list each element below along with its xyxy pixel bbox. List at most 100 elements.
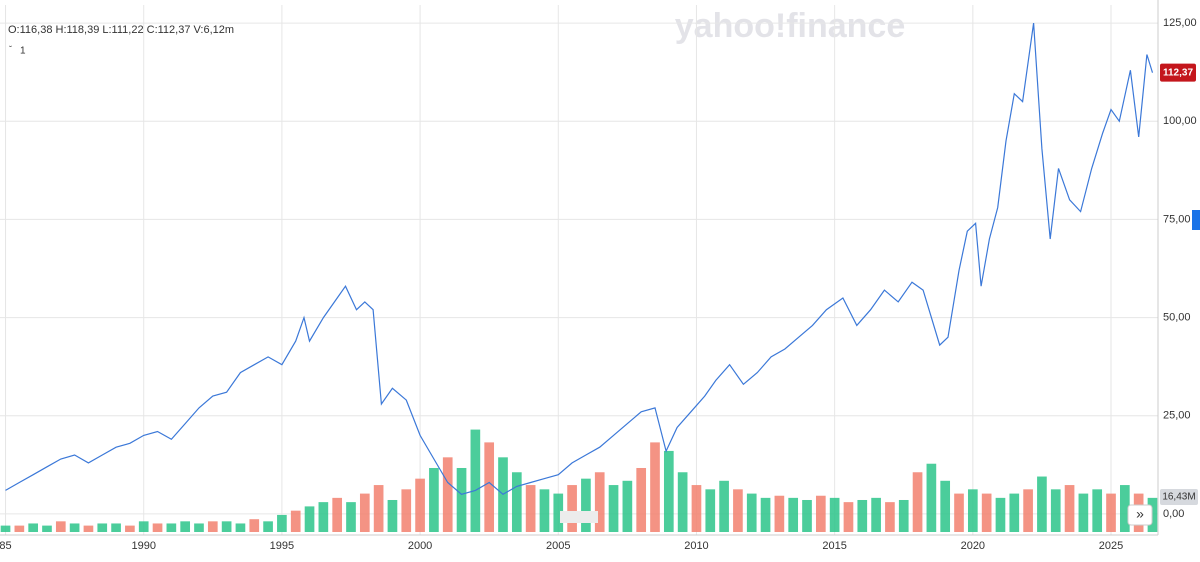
- volume-bar: [318, 502, 329, 532]
- volume-bar: [1119, 485, 1130, 532]
- scroll-right-button[interactable]: [1127, 504, 1153, 526]
- volume-bar: [511, 472, 522, 532]
- volume-bar: [857, 499, 868, 532]
- volume-bar: [788, 497, 799, 532]
- volume-bar: [373, 485, 384, 532]
- volume-bar: [608, 485, 619, 532]
- volume-bar: [387, 499, 398, 532]
- volume-bar: [553, 493, 564, 532]
- volume-bar: [484, 442, 495, 532]
- volume-bar: [691, 485, 702, 532]
- ohlc-header: O:116,38 H:118,39 L:111,22 C:112,37 V:6,…: [8, 24, 234, 36]
- scroll-thumb[interactable]: [560, 511, 598, 523]
- volume-bar: [843, 502, 854, 532]
- volume-bar: [650, 442, 660, 532]
- volume-bar: [1023, 489, 1033, 532]
- y-tick-label: 50,00: [1163, 311, 1191, 323]
- volume-bar: [594, 472, 605, 532]
- axis-handle[interactable]: [1192, 210, 1200, 230]
- volume-bar: [304, 506, 315, 532]
- x-tick-label: 1990: [131, 540, 155, 552]
- y-tick-label: 0,00: [1163, 508, 1184, 520]
- volume-bar: [774, 495, 785, 532]
- volume-bar: [1050, 489, 1061, 532]
- volume-bar: [263, 521, 273, 532]
- volume-bar: [815, 495, 826, 532]
- volume-bar: [14, 525, 25, 532]
- volume-bar: [1009, 493, 1020, 532]
- volume-bar: [152, 523, 163, 532]
- volume-bar: [525, 485, 536, 532]
- x-tick-label: 2005: [546, 540, 570, 552]
- volume-bar: [290, 510, 301, 532]
- volume-bar: [663, 450, 674, 532]
- volume-bar: [332, 497, 343, 532]
- x-tick-label: 1995: [270, 540, 294, 552]
- x-tick-label: 2010: [684, 540, 708, 552]
- volume-bar: [539, 489, 550, 532]
- volume-bar: [55, 521, 66, 532]
- volume-bar: [442, 457, 453, 532]
- volume-bar: [346, 502, 356, 532]
- volume-bar: [180, 521, 191, 532]
- volume-bar: [1064, 485, 1075, 532]
- volume-bar: [733, 489, 743, 532]
- indicator-chevron[interactable]: ˇ: [9, 44, 12, 54]
- volume-bar: [277, 514, 287, 532]
- volume-bar: [926, 463, 937, 532]
- x-tick-label: 2015: [822, 540, 846, 552]
- scroll-right-icon[interactable]: »: [1136, 506, 1144, 522]
- volume-bar: [125, 525, 135, 532]
- volume-bar: [415, 478, 425, 532]
- last-price-badge: [1160, 63, 1196, 82]
- volume-bar: [1037, 476, 1047, 532]
- volume-bar: [967, 489, 978, 532]
- price-line: [5, 23, 1154, 496]
- volume-bar: [677, 472, 688, 532]
- volume-bar: [470, 429, 481, 532]
- volume-bar: [42, 525, 52, 532]
- volume-bar: [235, 523, 246, 532]
- volume-bar: [898, 499, 909, 532]
- volume-bar: [912, 472, 923, 532]
- volume-bar: [1078, 493, 1089, 532]
- volume-bar: [194, 523, 204, 532]
- y-tick-label: 100,00: [1163, 115, 1197, 127]
- volume-bar: [760, 497, 771, 532]
- volume-bar: [138, 521, 149, 532]
- watermark: yahoo!finance: [675, 7, 905, 45]
- volume-bar: [1092, 489, 1103, 532]
- volume-bar: [1106, 493, 1116, 532]
- volume-bar: [83, 525, 94, 532]
- indicator-count[interactable]: 1: [20, 46, 26, 57]
- volume-bar: [69, 523, 80, 532]
- volume-bar: [359, 493, 370, 532]
- volume-bar: [249, 519, 260, 532]
- volume-bar: [802, 499, 812, 532]
- volume-bar: [622, 480, 633, 532]
- volume-bar: [401, 489, 412, 532]
- volume-bar: [636, 467, 647, 532]
- x-tick-label: 2000: [408, 540, 432, 552]
- volume-bar: [456, 467, 467, 532]
- volume-bar: [111, 523, 121, 532]
- x-tick-label: 2025: [1099, 540, 1123, 552]
- y-tick-label: 25,00: [1163, 410, 1191, 422]
- y-tick-label: 75,00: [1163, 213, 1191, 225]
- volume-bar: [429, 467, 439, 532]
- x-tick-label: 2020: [961, 540, 985, 552]
- volume-bar: [567, 485, 577, 532]
- volume-bar: [719, 480, 729, 532]
- volume-bar: [954, 493, 964, 532]
- volume-bar: [871, 497, 881, 532]
- volume-bar: [97, 523, 108, 532]
- volume-bar: [981, 493, 992, 532]
- last-volume-badge: [1160, 488, 1198, 505]
- volume-bar: [746, 493, 757, 532]
- volume-bar: [829, 497, 840, 532]
- volume-bar: [940, 480, 951, 532]
- volume-bar: [885, 502, 895, 532]
- volume-bar: [207, 521, 218, 532]
- last-volume-label: 16,43M: [1162, 492, 1195, 503]
